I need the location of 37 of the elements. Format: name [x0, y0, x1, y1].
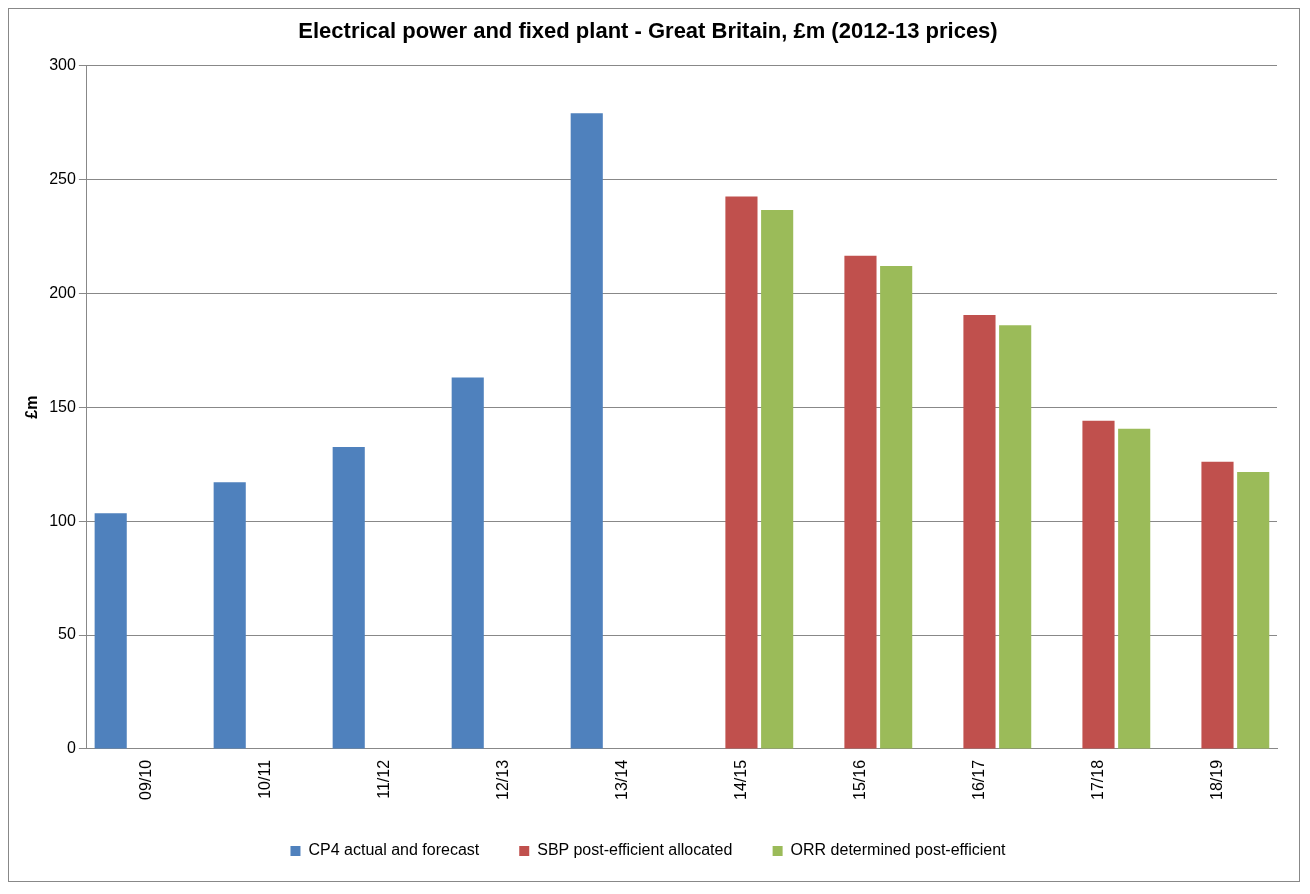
legend-label: SBP post-efficient allocated: [537, 841, 733, 859]
bar: [761, 210, 794, 749]
legend-label: CP4 actual and forecast: [308, 841, 480, 859]
chart-title: Electrical power and fixed plant - Great Britain, £m (2012-13 prices): [298, 18, 998, 44]
x-tick-label: 09/10: [136, 759, 154, 801]
bar: [1118, 428, 1151, 749]
x-tick-label: 14/15: [731, 759, 749, 801]
bar: [725, 196, 758, 749]
y-tick-label: 100: [49, 511, 76, 529]
bar: [94, 513, 127, 749]
x-tick-label: 15/16: [850, 759, 868, 801]
y-tick-label: 250: [49, 169, 76, 187]
x-tick-label: 12/13: [493, 759, 511, 801]
bar: [999, 325, 1032, 749]
bar: [844, 255, 877, 749]
bar: [213, 482, 246, 749]
x-tick-label: 18/19: [1207, 759, 1225, 801]
bar: [1082, 420, 1115, 749]
bar: [570, 113, 603, 749]
x-tick-label: 11/12: [374, 759, 392, 799]
bar: [451, 377, 484, 749]
legend-label: ORR determined post-efficient: [790, 841, 1007, 859]
y-tick-label: 300: [49, 55, 76, 73]
x-tick-label: 16/17: [969, 759, 987, 801]
x-tick-label: 10/11: [255, 759, 273, 799]
y-axis-title: £m: [23, 395, 41, 419]
bar: [1237, 472, 1270, 749]
bar: [1201, 461, 1234, 749]
y-tick-label: 200: [49, 283, 76, 301]
bar: [332, 447, 365, 749]
bar: [880, 265, 913, 749]
y-tick-label: 50: [58, 625, 76, 643]
x-tick-label: 13/14: [612, 759, 630, 801]
y-tick-label: 150: [49, 397, 76, 415]
x-tick-label: 17/18: [1088, 759, 1106, 801]
y-tick-label: 0: [66, 739, 76, 757]
bar: [963, 314, 996, 749]
